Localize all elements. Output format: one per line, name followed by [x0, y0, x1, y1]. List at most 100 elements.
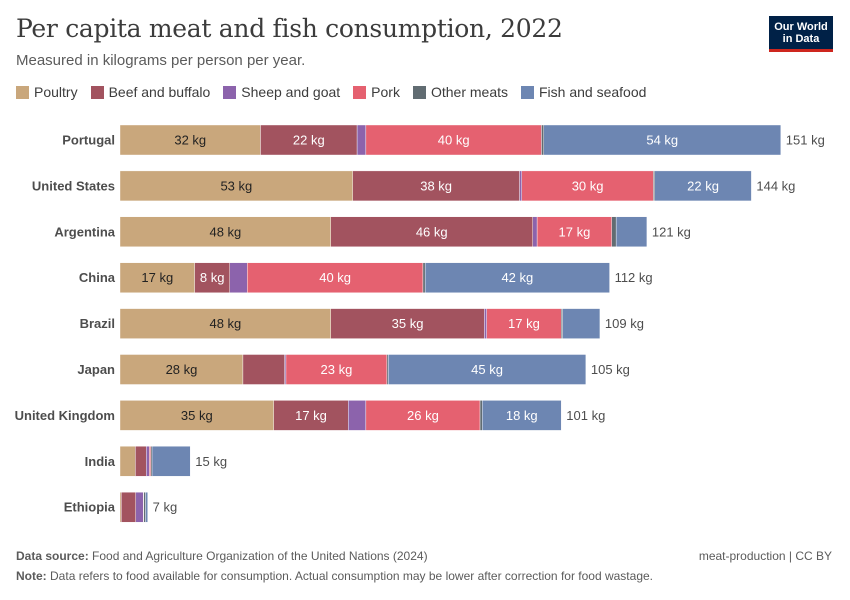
legend-swatch-poultry [16, 85, 29, 99]
legend-item-pork[interactable]: Pork [353, 84, 400, 100]
total-label-argentina: 121 kg [652, 224, 691, 239]
legend-label-pork: Pork [371, 84, 400, 100]
legend-item-sheep[interactable]: Sheep and goat [223, 84, 340, 100]
total-label-united-states: 144 kg [756, 178, 795, 193]
legend-item-fish[interactable]: Fish and seafood [521, 84, 646, 100]
bar-brazil-sheep-and-goat[interactable] [484, 308, 487, 339]
bar-china-pork[interactable] [247, 262, 424, 293]
chart-legend: Poultry Beef and buffalo Sheep and goat … [16, 84, 646, 100]
bar-ethiopia-beef-and-buffalo[interactable] [121, 492, 137, 523]
bar-label-united-kingdom-beef-and-buffalo: 17 kg [295, 408, 327, 423]
bar-china-other-meats[interactable] [422, 262, 426, 293]
bar-label-china-fish-and-seafood: 42 kg [501, 270, 533, 285]
license-text[interactable]: meat-production | CC BY [698, 549, 832, 563]
data-source-label: Data source: [16, 549, 89, 563]
data-source: Data source: Food and Agriculture Organi… [16, 549, 428, 563]
bar-label-china-beef-and-buffalo: 8 kg [200, 270, 225, 285]
bar-united-states-beef-and-buffalo[interactable] [352, 170, 520, 202]
bar-japan-pork[interactable] [285, 354, 388, 385]
bar-united-kingdom-fish-and-seafood[interactable] [482, 400, 562, 431]
bar-united-states-poultry[interactable] [119, 170, 353, 202]
bar-united-states-pork[interactable] [521, 170, 654, 202]
data-source-text[interactable]: Food and Agriculture Organization of the… [92, 549, 428, 563]
bar-label-japan-fish-and-seafood: 45 kg [471, 362, 503, 377]
bar-brazil-pork[interactable] [486, 308, 562, 339]
bar-japan-poultry[interactable] [119, 354, 244, 385]
total-label-japan: 105 kg [591, 362, 630, 377]
total-label-united-kingdom: 101 kg [566, 408, 605, 423]
bar-label-brazil-beef-and-buffalo: 35 kg [392, 316, 424, 331]
total-label-india: 15 kg [195, 454, 227, 469]
total-label-portugal: 151 kg [786, 133, 825, 148]
bar-india-beef-and-buffalo[interactable] [135, 446, 147, 477]
bar-united-kingdom-other-meats[interactable] [479, 400, 483, 431]
logo-line-1: Our World [774, 21, 828, 33]
bar-united-states-fish-and-seafood[interactable] [654, 170, 752, 202]
bar-label-china-poultry: 17 kg [141, 270, 173, 285]
bar-china-poultry[interactable] [119, 262, 195, 293]
logo-line-2: in Data [782, 33, 820, 45]
bar-label-china-pork: 40 kg [319, 270, 351, 285]
legend-swatch-other-meats [412, 85, 426, 99]
bar-united-kingdom-beef-and-buffalo[interactable] [273, 400, 349, 431]
category-label-brazil: Brazil [80, 316, 115, 331]
bar-china-fish-and-seafood[interactable] [424, 262, 610, 293]
legend-label-sheep: Sheep and goat [241, 84, 341, 100]
total-label-china: 112 kg [615, 270, 653, 285]
bar-label-united-states-fish-and-seafood: 22 kg [687, 178, 719, 193]
bar-argentina-pork[interactable] [536, 216, 612, 248]
bar-portugal-other-meats[interactable] [541, 124, 544, 156]
note-text: Data refers to food available for consum… [50, 569, 653, 583]
legend-item-other-meats[interactable]: Other meats [412, 84, 508, 100]
bar-ethiopia-fish-and-seafood[interactable] [145, 492, 148, 523]
bar-portugal-sheep-and-goat[interactable] [356, 124, 367, 156]
bar-label-portugal-fish-and-seafood: 54 kg [646, 133, 678, 148]
bar-portugal-poultry[interactable] [119, 124, 261, 156]
bar-united-kingdom-sheep-and-goat[interactable] [348, 400, 367, 431]
bar-label-argentina-beef-and-buffalo: 46 kg [416, 224, 448, 239]
bar-argentina-beef-and-buffalo[interactable] [330, 216, 533, 248]
bar-brazil-poultry[interactable] [119, 308, 331, 339]
bar-label-brazil-poultry: 48 kg [209, 316, 241, 331]
total-label-brazil: 109 kg [605, 316, 644, 331]
bar-ethiopia-other-meats[interactable] [143, 492, 146, 523]
category-label-united-kingdom: United Kingdom [15, 408, 115, 423]
bar-china-beef-and-buffalo[interactable] [194, 262, 230, 293]
bar-japan-beef-and-buffalo[interactable] [242, 354, 285, 385]
legend-label-fish: Fish and seafood [539, 84, 647, 100]
bar-argentina-other-meats[interactable] [611, 216, 617, 248]
bar-brazil-fish-and-seafood[interactable] [562, 308, 601, 339]
bar-argentina-poultry[interactable] [119, 216, 331, 248]
legend-swatch-pork [353, 85, 367, 99]
bar-japan-fish-and-seafood[interactable] [388, 354, 587, 385]
bar-label-united-kingdom-fish-and-seafood: 18 kg [506, 408, 538, 423]
bar-label-united-states-pork: 30 kg [572, 178, 604, 193]
legend-label-other-meats: Other meats [430, 84, 508, 100]
bar-india-fish-and-seafood[interactable] [151, 446, 191, 477]
bar-ethiopia-sheep-and-goat[interactable] [135, 492, 144, 523]
bar-china-sheep-and-goat[interactable] [229, 262, 248, 293]
owid-logo[interactable]: Our World in Data [769, 16, 833, 52]
bar-united-states-sheep-and-goat[interactable] [519, 170, 522, 202]
bar-argentina-fish-and-seafood[interactable] [615, 216, 648, 248]
bar-brazil-beef-and-buffalo[interactable] [330, 308, 485, 339]
category-label-india: India [85, 454, 116, 469]
category-label-japan: Japan [77, 362, 115, 377]
bar-portugal-fish-and-seafood[interactable] [543, 124, 782, 156]
bar-label-united-kingdom-poultry: 35 kg [181, 408, 213, 423]
legend-swatch-beef [90, 85, 104, 99]
bar-portugal-beef-and-buffalo[interactable] [260, 124, 358, 156]
legend-item-poultry[interactable]: Poultry [16, 84, 78, 100]
legend-item-beef[interactable]: Beef and buffalo [90, 84, 211, 100]
bar-label-argentina-pork: 17 kg [559, 224, 591, 239]
bar-portugal-pork[interactable] [365, 124, 542, 156]
chart-title: Per capita meat and fish consumption, 20… [16, 14, 563, 43]
bar-argentina-sheep-and-goat[interactable] [532, 216, 538, 248]
bar-united-kingdom-pork[interactable] [365, 400, 481, 431]
category-label-china: China [79, 270, 116, 285]
legend-label-beef: Beef and buffalo [108, 84, 211, 100]
bar-india-sheep-and-goat[interactable] [146, 446, 150, 477]
bar-label-united-kingdom-pork: 26 kg [407, 408, 439, 423]
legend-label-poultry: Poultry [34, 84, 78, 100]
bar-india-poultry[interactable] [119, 446, 136, 477]
